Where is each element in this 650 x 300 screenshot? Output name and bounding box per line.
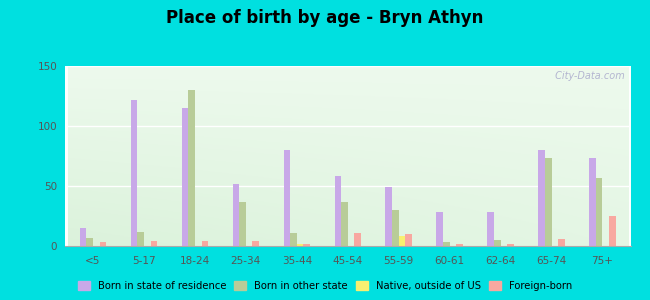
Legend: Born in state of residence, Born in other state, Native, outside of US, Foreign-: Born in state of residence, Born in othe… [74, 277, 576, 295]
Bar [80, 228, 86, 246]
Text: Place of birth by age - Bryn Athyn: Place of birth by age - Bryn Athyn [166, 9, 484, 27]
Bar [252, 241, 259, 246]
Bar [398, 236, 406, 246]
Bar [354, 233, 361, 246]
Bar [202, 241, 208, 246]
Bar [392, 210, 398, 246]
Bar [151, 241, 157, 246]
Bar [406, 234, 412, 246]
Bar [99, 242, 106, 246]
Bar [590, 158, 596, 246]
Bar [131, 100, 137, 246]
Bar [507, 244, 514, 246]
Bar [233, 184, 239, 246]
Bar [335, 176, 341, 246]
Bar [188, 90, 195, 246]
Bar [488, 212, 494, 246]
Bar [297, 244, 304, 246]
Bar [385, 187, 392, 246]
Bar [239, 202, 246, 246]
Bar [443, 242, 450, 246]
Text: City-Data.com: City-Data.com [552, 71, 625, 81]
Bar [341, 202, 348, 246]
Bar [494, 240, 500, 246]
Bar [609, 216, 616, 246]
Bar [283, 150, 290, 246]
Bar [137, 232, 144, 246]
Bar [86, 238, 93, 246]
Bar [538, 150, 545, 246]
Bar [304, 244, 310, 246]
Bar [596, 178, 603, 246]
Bar [558, 239, 565, 246]
Bar [545, 158, 552, 246]
Bar [436, 212, 443, 246]
Bar [181, 108, 188, 246]
Bar [456, 244, 463, 246]
Bar [290, 233, 297, 246]
